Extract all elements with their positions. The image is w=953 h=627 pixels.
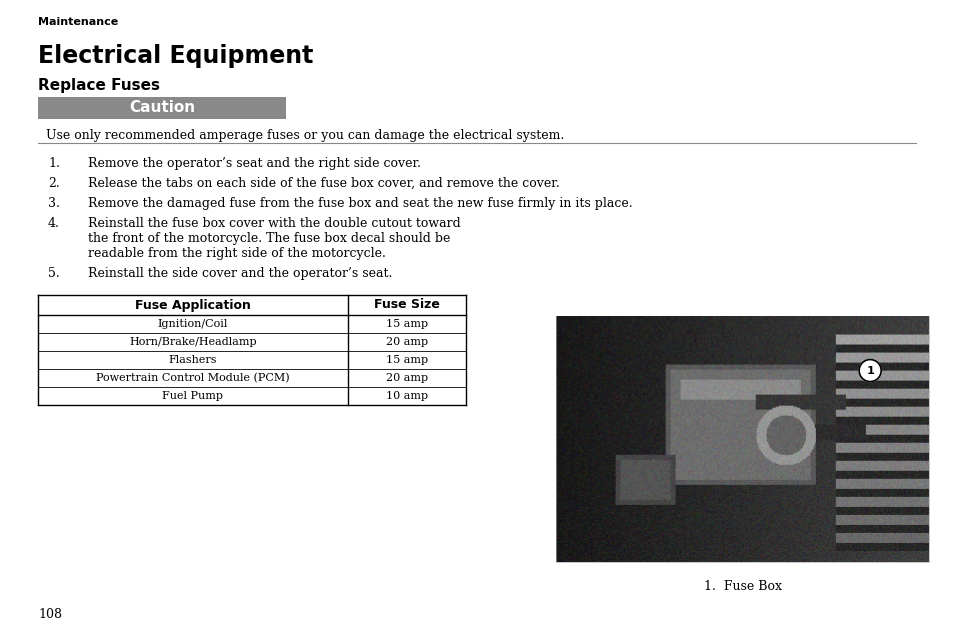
Text: Ignition/Coil: Ignition/Coil	[157, 319, 228, 329]
Text: readable from the right side of the motorcycle.: readable from the right side of the moto…	[88, 247, 385, 260]
Text: 108: 108	[38, 608, 62, 621]
Text: Fuel Pump: Fuel Pump	[162, 391, 223, 401]
Text: Use only recommended amperage fuses or you can damage the electrical system.: Use only recommended amperage fuses or y…	[46, 129, 563, 142]
Text: Remove the operator’s seat and the right side cover.: Remove the operator’s seat and the right…	[88, 157, 420, 170]
Text: Reinstall the side cover and the operator’s seat.: Reinstall the side cover and the operato…	[88, 267, 392, 280]
Text: 10 amp: 10 amp	[386, 391, 428, 401]
Text: Remove the damaged fuse from the fuse box and seat the new fuse firmly in its pl: Remove the damaged fuse from the fuse bo…	[88, 197, 632, 210]
Text: Reinstall the fuse box cover with the double cutout toward: Reinstall the fuse box cover with the do…	[88, 217, 460, 230]
Text: 20 amp: 20 amp	[386, 337, 428, 347]
Text: Caution: Caution	[129, 100, 194, 115]
Text: Release the tabs on each side of the fuse box cover, and remove the cover.: Release the tabs on each side of the fus…	[88, 177, 559, 190]
Text: Replace Fuses: Replace Fuses	[38, 78, 160, 93]
Text: Flashers: Flashers	[169, 355, 217, 365]
Text: Fuse Application: Fuse Application	[135, 298, 251, 312]
Text: the front of the motorcycle. The fuse box decal should be: the front of the motorcycle. The fuse bo…	[88, 232, 450, 245]
Circle shape	[859, 359, 881, 382]
Text: Electrical Equipment: Electrical Equipment	[38, 44, 313, 68]
Text: 15 amp: 15 amp	[386, 355, 428, 365]
Text: 1.  Fuse Box: 1. Fuse Box	[703, 580, 781, 593]
Text: 1: 1	[865, 366, 873, 376]
Text: 2.: 2.	[49, 177, 60, 190]
Text: Horn/Brake/Headlamp: Horn/Brake/Headlamp	[129, 337, 256, 347]
FancyBboxPatch shape	[38, 97, 286, 119]
Text: 20 amp: 20 amp	[386, 373, 428, 383]
Text: 15 amp: 15 amp	[386, 319, 428, 329]
Text: Fuse Size: Fuse Size	[374, 298, 439, 312]
Text: Maintenance: Maintenance	[38, 17, 118, 27]
Text: 4.: 4.	[48, 217, 60, 230]
Text: 5.: 5.	[49, 267, 60, 280]
Text: Powertrain Control Module (PCM): Powertrain Control Module (PCM)	[96, 373, 290, 383]
Text: 3.: 3.	[48, 197, 60, 210]
Text: 1.: 1.	[48, 157, 60, 170]
